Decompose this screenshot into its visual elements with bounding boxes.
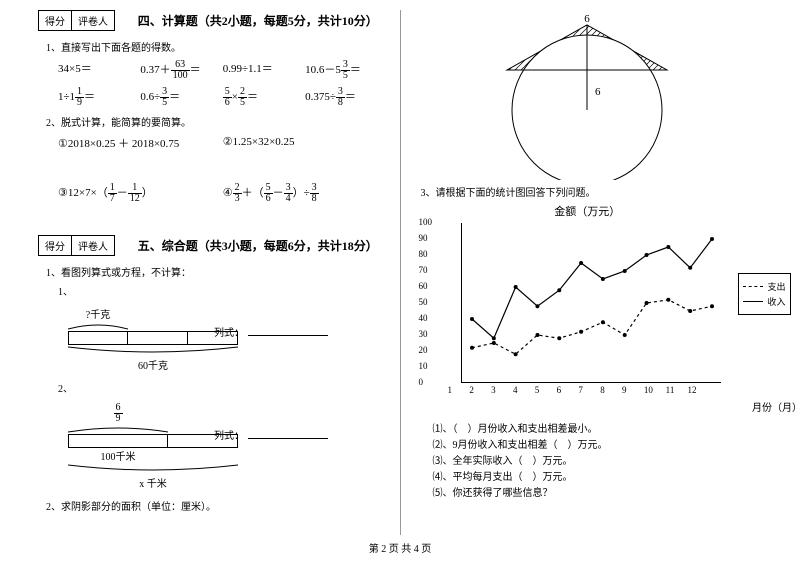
expr: 34×5＝: [58, 60, 140, 81]
expr: ①2018×0.25 ＋ 2018×0.75: [58, 135, 223, 151]
x-tick: 9: [622, 385, 627, 428]
page-footer: 第 2 页 共 4 页: [0, 540, 800, 555]
diagram-2: 69 100千米 x 千米 列式：: [68, 403, 238, 490]
left-column: 得分 评卷人 四、计算题（共2小题，每题5分，共计10分） 1、直接写出下面各题…: [30, 10, 396, 535]
y-tick: 10: [419, 361, 428, 371]
x-tick: 10: [644, 385, 653, 428]
right-column: 6 6 3、请根据下面的统计图回答下列问题。 金额（万元） 支出 收入 1009…: [405, 10, 771, 535]
y-tick: 30: [419, 329, 428, 339]
shape-top-label: 6: [585, 13, 591, 25]
diagram-1: ?千克 60千克 列式：: [68, 306, 238, 372]
section-5-title: 五、综合题（共3小题，每题6分，共计18分）: [138, 237, 378, 254]
section-4-title: 四、计算题（共2小题，每题5分，共计10分）: [138, 12, 378, 29]
y-tick: 80: [419, 249, 428, 259]
x-tick: 7: [578, 385, 583, 428]
line-chart: 支出 收入: [461, 223, 721, 383]
chart-questions: ⑴、（ ）月份收入和支出相差最小。 ⑵、9月份收入和支出相差（ ）万元。 ⑶、全…: [433, 422, 763, 502]
expr: 56×25＝: [223, 87, 305, 108]
x-tick: 5: [535, 385, 540, 428]
chart-svg: [462, 223, 722, 383]
x-tick: 1: [448, 385, 453, 428]
expr-row-1: 34×5＝ 0.37＋63100＝ 0.99÷1.1＝ 10.6－535＝: [58, 60, 388, 81]
shape-diagram: 6 6: [467, 10, 707, 180]
legend-income: 收入: [767, 295, 785, 308]
x-tick: 4: [513, 385, 518, 428]
cq5: ⑸、你还获得了哪些信息？: [433, 486, 763, 502]
d1-bot-label: 60千克: [68, 357, 238, 372]
expr: ③12×7×（17－112）: [58, 183, 223, 204]
cq1: ⑴、（ ）月份收入和支出相差最小。: [433, 422, 763, 438]
geometry-svg: 6 6: [467, 10, 707, 180]
d2-bot-label: x 千米: [68, 475, 238, 490]
r-q3: 3、请根据下面的统计图回答下列问题。: [421, 184, 763, 199]
expr: 10.6－535＝: [305, 60, 387, 81]
x-tick: 6: [557, 385, 562, 428]
d1-top-label: ?千克: [68, 306, 128, 321]
expr-row-4: ③12×7×（17－112） ④23＋（56－34）÷38: [58, 183, 388, 204]
y-tick: 50: [419, 297, 428, 307]
cq3: ⑶、全年实际收入（ ）万元。: [433, 454, 763, 470]
s5-q1: 1、看图列算式或方程，不计算：: [46, 264, 388, 279]
d2-mid-label: 100千米: [68, 448, 168, 463]
score-box-2: 得分 评卷人: [38, 235, 115, 256]
grader-label: 评卷人: [72, 11, 114, 30]
y-tick: 0: [419, 377, 424, 387]
expr: 1÷119＝: [58, 87, 140, 108]
chart-legend: 支出 收入: [738, 273, 790, 315]
y-tick: 60: [419, 281, 428, 291]
cq2: ⑵、9月份收入和支出相差（ ）万元。: [433, 438, 763, 454]
x-tick: 8: [600, 385, 605, 428]
shape-radius-label: 6: [595, 86, 601, 98]
x-tick: 12: [688, 385, 697, 428]
q1-text: 1、直接写出下面各题的得数。: [46, 39, 388, 54]
x-tick: 11: [666, 385, 675, 428]
y-tick: 40: [419, 313, 428, 323]
sub2: 2、: [58, 380, 388, 395]
expr: ④23＋（56－34）÷38: [223, 183, 388, 204]
legend-expense: 支出: [767, 280, 785, 293]
y-tick: 90: [419, 233, 428, 243]
y-tick: 20: [419, 345, 428, 355]
x-tick: 3: [491, 385, 496, 428]
y-tick: 100: [419, 217, 433, 227]
expr: 0.37＋63100＝: [140, 60, 222, 81]
grader-label: 评卷人: [72, 236, 114, 255]
column-divider: [400, 10, 401, 535]
x-tick: 2: [469, 385, 474, 428]
chart-y-title: 金额（万元）: [413, 203, 763, 219]
expr-row-3: ①2018×0.25 ＋ 2018×0.75 ②1.25×32×0.25: [58, 135, 388, 151]
expr: ②1.25×32×0.25: [223, 135, 388, 151]
expr: 0.99÷1.1＝: [223, 60, 305, 81]
score-box: 得分 评卷人: [38, 10, 115, 31]
y-tick: 70: [419, 265, 428, 275]
sub1: 1、: [58, 283, 388, 298]
score-label: 得分: [39, 236, 72, 255]
q2-text: 2、脱式计算，能简算的要简算。: [46, 114, 388, 129]
formula-blank-2: [248, 438, 328, 439]
s5-q2: 2、求阴影部分的面积（单位：厘米）。: [46, 498, 388, 513]
expr-row-2: 1÷119＝ 0.6÷35＝ 56×25＝ 0.375÷38＝: [58, 87, 388, 108]
formula-blank: [248, 335, 328, 336]
cq4: ⑷、平均每月支出（ ）万元。: [433, 470, 763, 486]
expr: 0.375÷38＝: [305, 87, 387, 108]
expr: 0.6÷35＝: [140, 87, 222, 108]
score-label: 得分: [39, 11, 72, 30]
